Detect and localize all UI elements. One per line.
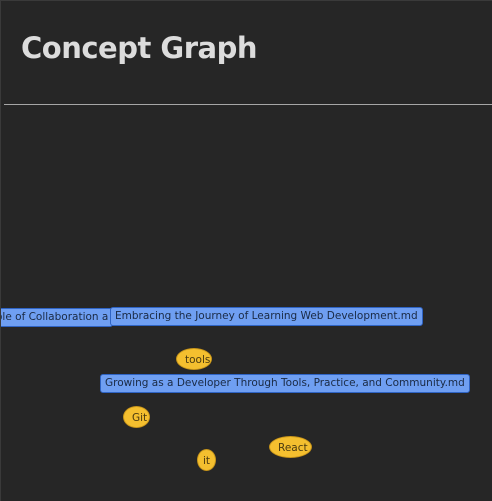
graph-node-file-collaboration[interactable]: ole of Collaboration a: [1, 308, 114, 327]
graph-node-tag-react[interactable]: React: [269, 436, 312, 458]
graph-node-tag-git[interactable]: Git: [123, 406, 150, 428]
graph-node-file-embracing-journey[interactable]: Embracing the Journey of Learning Web De…: [110, 307, 423, 326]
graph-canvas[interactable]: ole of Collaboration a Embracing the Jou…: [1, 105, 492, 501]
graph-node-tag-it[interactable]: it: [197, 449, 216, 471]
page-title: Concept Graph: [21, 31, 258, 65]
graph-node-tag-tools[interactable]: tools: [176, 348, 212, 370]
header-divider: [4, 104, 492, 105]
graph-node-file-growing-developer[interactable]: Growing as a Developer Through Tools, Pr…: [100, 374, 470, 393]
